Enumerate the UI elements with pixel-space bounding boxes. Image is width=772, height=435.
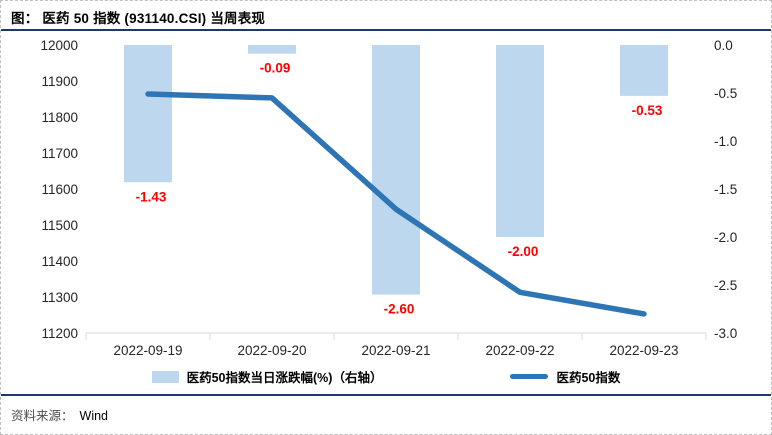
y-tick-label-left: 12000 [40, 38, 78, 53]
y-tick-label-right: -0.5 [714, 86, 737, 101]
x-tick-label: 2022-09-20 [237, 343, 306, 358]
figure-source: 资料来源： Wind [1, 394, 771, 434]
bar [248, 45, 296, 54]
x-tick-label: 2022-09-21 [361, 343, 430, 358]
combo-chart: 12000 11900 11800 11700 11600 11500 11400 11300… [40, 38, 737, 358]
y-tick-label-left: 11700 [41, 146, 78, 161]
bar [372, 45, 420, 295]
source-value: Wind [79, 409, 108, 423]
bar-value-label: -1.43 [136, 189, 167, 204]
y-tick-label-right: -2.0 [714, 230, 737, 245]
x-tick-label: 2022-09-19 [113, 343, 182, 358]
bar-value-label: -2.60 [384, 302, 415, 317]
y-tick-label-left: 11800 [41, 110, 78, 125]
y-tick-label-right: -1.0 [714, 134, 737, 149]
y-tick-label-left: 11600 [41, 182, 78, 197]
chart-area: 12000 11900 11800 11700 11600 11500 11400 11300… [1, 31, 771, 394]
y-tick-label-right: -3.0 [714, 326, 737, 341]
y-tick-label-right: -2.5 [714, 278, 737, 293]
bar [496, 45, 544, 237]
bar-value-label: -0.09 [260, 61, 291, 76]
bar [124, 45, 172, 183]
x-tick-label: 2022-09-23 [609, 343, 678, 358]
y-tick-label-left: 11500 [41, 218, 78, 233]
source-label: 资料来源： [11, 409, 74, 423]
x-tick-label: 2022-09-22 [485, 343, 554, 358]
y-tick-label-right: -1.5 [714, 182, 737, 197]
bar-value-label: -2.00 [508, 244, 539, 259]
y-tick-label-left: 11400 [41, 254, 78, 269]
bar-value-label: -0.53 [632, 103, 663, 118]
index-line [145, 91, 647, 317]
y-tick-label-left: 11300 [41, 290, 78, 305]
figure-title: 图： 医药 50 指数 (931140.CSI) 当周表现 [1, 1, 771, 31]
y-tick-label-left: 11900 [41, 74, 78, 89]
bar [620, 45, 668, 96]
y-tick-label-right: 0.0 [714, 38, 733, 53]
y-tick-label-left: 11200 [41, 326, 78, 341]
